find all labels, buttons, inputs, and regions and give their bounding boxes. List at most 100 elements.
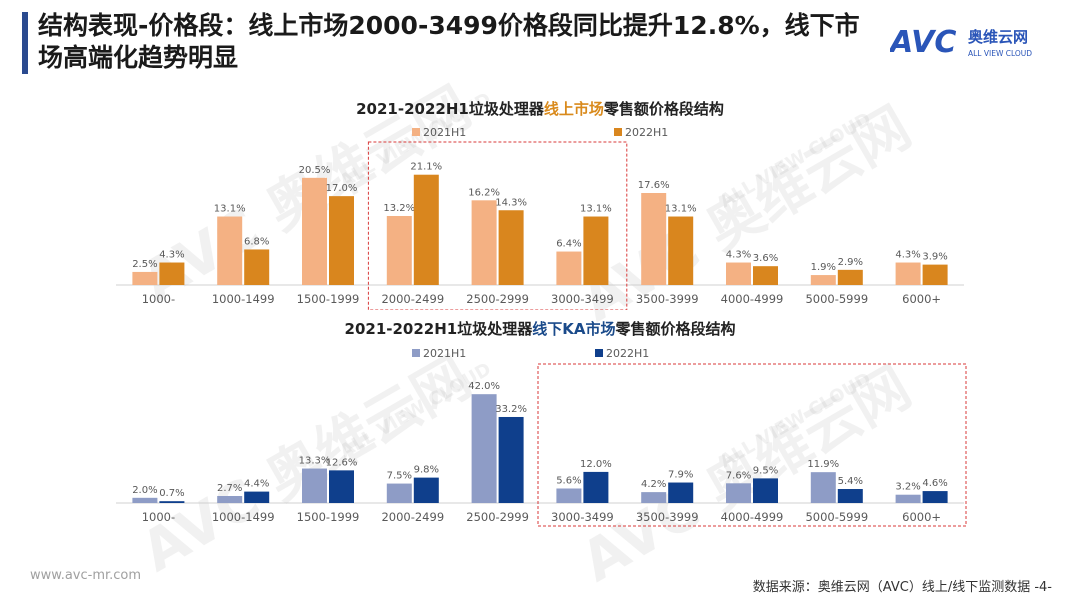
legend-label-2021H1: 2021H1 [423, 347, 466, 360]
chart1-title: 2021-2022H1垃圾处理器线上市场零售额价格段结构 [356, 100, 724, 118]
bar-2022H1-4000-4999 [753, 478, 778, 503]
x-tick-6000+: 6000+ [902, 510, 941, 524]
data-label-2021H1-1000-: 2.0% [132, 485, 157, 496]
data-label-2022H1-5000-5999: 2.9% [838, 257, 863, 268]
title-accent-bar [22, 12, 28, 74]
data-label-2021H1-4000-4999: 7.6% [726, 470, 751, 481]
x-tick-2500-2999: 2500-2999 [466, 292, 529, 306]
data-label-2022H1-1000-1499: 6.8% [244, 236, 269, 247]
page-number: -4- [1034, 580, 1052, 595]
bar-2021H1-5000-5999 [810, 472, 836, 503]
bar-2021H1-2500-2999 [471, 394, 497, 503]
bar-2022H1-2000-2499 [413, 174, 439, 285]
data-label-2022H1-1000-: 0.7% [159, 488, 184, 499]
data-label-2021H1-2000-2499: 13.2% [383, 203, 415, 214]
bar-2022H1-1000- [159, 501, 185, 503]
avc-logo: AVC 奥维云网 ALL VIEW CLOUD [890, 25, 1032, 60]
data-source: 数据来源：奥维云网（AVC）线上/线下监测数据 -4- [753, 576, 1052, 595]
bar-2021H1-1000- [132, 497, 158, 503]
bar-2021H1-1500-1999 [302, 177, 327, 285]
bar-2022H1-5000-5999 [837, 269, 863, 285]
data-label-2021H1-2000-2499: 7.5% [387, 471, 412, 482]
data-label-2022H1-4000-4999: 3.6% [753, 253, 778, 264]
data-label-2022H1-3500-3999: 7.9% [668, 470, 693, 481]
bar-2021H1-2000-2499 [386, 216, 412, 285]
bar-2022H1-1500-1999 [329, 196, 354, 285]
data-label-2021H1-5000-5999: 1.9% [811, 262, 836, 273]
bar-2022H1-4000-4999 [753, 266, 778, 285]
bar-2022H1-2500-2999 [498, 210, 524, 285]
data-label-2022H1-6000+: 3.9% [922, 252, 947, 263]
bar-2022H1-1000-1499 [244, 249, 270, 285]
data-label-2021H1-1500-1999: 20.5% [299, 165, 331, 176]
bar-2021H1-4000-4999 [726, 262, 751, 285]
x-tick-3500-3999: 3500-3999 [636, 510, 699, 524]
legend-swatch-2021H1 [412, 349, 420, 357]
x-tick-1500-1999: 1500-1999 [297, 292, 360, 306]
bar-2021H1-3000-3499 [556, 251, 582, 285]
bar-2022H1-3000-3499 [583, 471, 609, 503]
x-tick-4000-4999: 4000-4999 [721, 292, 784, 306]
website-url[interactable]: www.avc-mr.com [30, 568, 142, 583]
data-label-2021H1-4000-4999: 4.3% [726, 250, 751, 261]
highlight-box [367, 141, 628, 310]
bar-2022H1-3500-3999 [668, 216, 694, 285]
data-label-2021H1-1000-1499: 13.1% [214, 204, 246, 215]
x-tick-5000-5999: 5000-5999 [805, 292, 868, 306]
data-label-2021H1-6000+: 4.3% [895, 250, 920, 261]
x-tick-1000-: 1000- [142, 292, 175, 306]
legend-label-2021H1: 2021H1 [423, 126, 466, 139]
data-label-2021H1-3500-3999: 17.6% [638, 180, 670, 191]
x-tick-1000-1499: 1000-1499 [212, 292, 275, 306]
x-tick-2000-2499: 2000-2499 [381, 510, 444, 524]
x-tick-3000-3499: 3000-3499 [551, 510, 614, 524]
bar-2022H1-6000+ [922, 491, 948, 503]
data-label-2021H1-3000-3499: 5.6% [556, 475, 581, 486]
x-tick-4000-4999: 4000-4999 [721, 510, 784, 524]
bar-2021H1-1000- [132, 271, 158, 285]
data-label-2022H1-2500-2999: 33.2% [495, 404, 527, 415]
source-text: 数据来源：奥维云网（AVC）线上/线下监测数据 [752, 580, 1031, 595]
bar-2022H1-2500-2999 [498, 416, 524, 503]
logo-cn: 奥维云网 [968, 28, 1028, 46]
bar-2021H1-5000-5999 [810, 275, 836, 285]
x-tick-2000-2499: 2000-2499 [381, 292, 444, 306]
bar-2022H1-3500-3999 [668, 482, 694, 503]
bar-2021H1-1500-1999 [302, 468, 327, 503]
bar-2022H1-6000+ [922, 264, 948, 285]
data-label-2022H1-4000-4999: 9.5% [753, 465, 778, 476]
bar-2021H1-3000-3499 [556, 488, 582, 503]
bar-2021H1-4000-4999 [726, 483, 751, 503]
legend-swatch-2021H1 [412, 128, 420, 136]
data-label-2021H1-2500-2999: 16.2% [468, 187, 500, 198]
chart2-title: 2021-2022H1垃圾处理器线下KA市场零售额价格段结构 [344, 320, 736, 338]
data-label-2022H1-1500-1999: 17.0% [326, 183, 358, 194]
bar-2022H1-5000-5999 [837, 489, 863, 503]
bar-2022H1-1000-1499 [244, 491, 270, 503]
x-tick-2500-2999: 2500-2999 [466, 510, 529, 524]
data-label-2022H1-3000-3499: 12.0% [580, 459, 612, 470]
bar-2022H1-1500-1999 [329, 470, 354, 503]
x-tick-1500-1999: 1500-1999 [297, 510, 360, 524]
page-title: 结构表现-价格段：线上市场2000-3499价格段同比提升12.8%，线下市场高… [38, 11, 860, 72]
data-label-2021H1-2500-2999: 42.0% [468, 381, 500, 392]
bar-2021H1-6000+ [895, 262, 921, 285]
legend-label-2022H1: 2022H1 [625, 126, 668, 139]
chart-offline-ka: 2021H1 2022H1 2.0% 0.7% 1000- 2.7% 4.4% 1000-14… [116, 347, 967, 527]
bar-2021H1-2000-2499 [386, 483, 412, 503]
x-tick-3000-3499: 3000-3499 [551, 292, 614, 306]
data-label-2022H1-5000-5999: 5.4% [838, 476, 863, 487]
x-tick-3500-3999: 3500-3999 [636, 292, 699, 306]
bar-2021H1-6000+ [895, 494, 921, 503]
bar-2021H1-1000-1499 [217, 496, 243, 503]
legend-label-2022H1: 2022H1 [606, 347, 649, 360]
data-label-2022H1-3000-3499: 13.1% [580, 204, 612, 215]
bar-2021H1-1000-1499 [217, 216, 243, 285]
bar-2021H1-2500-2999 [471, 200, 497, 285]
logo-text: AVC [890, 25, 956, 60]
x-tick-5000-5999: 5000-5999 [805, 510, 868, 524]
x-tick-1000-1499: 1000-1499 [212, 510, 275, 524]
data-label-2022H1-2000-2499: 9.8% [414, 465, 439, 476]
data-label-2022H1-1500-1999: 12.6% [326, 457, 358, 468]
data-label-2021H1-6000+: 3.2% [895, 482, 920, 493]
